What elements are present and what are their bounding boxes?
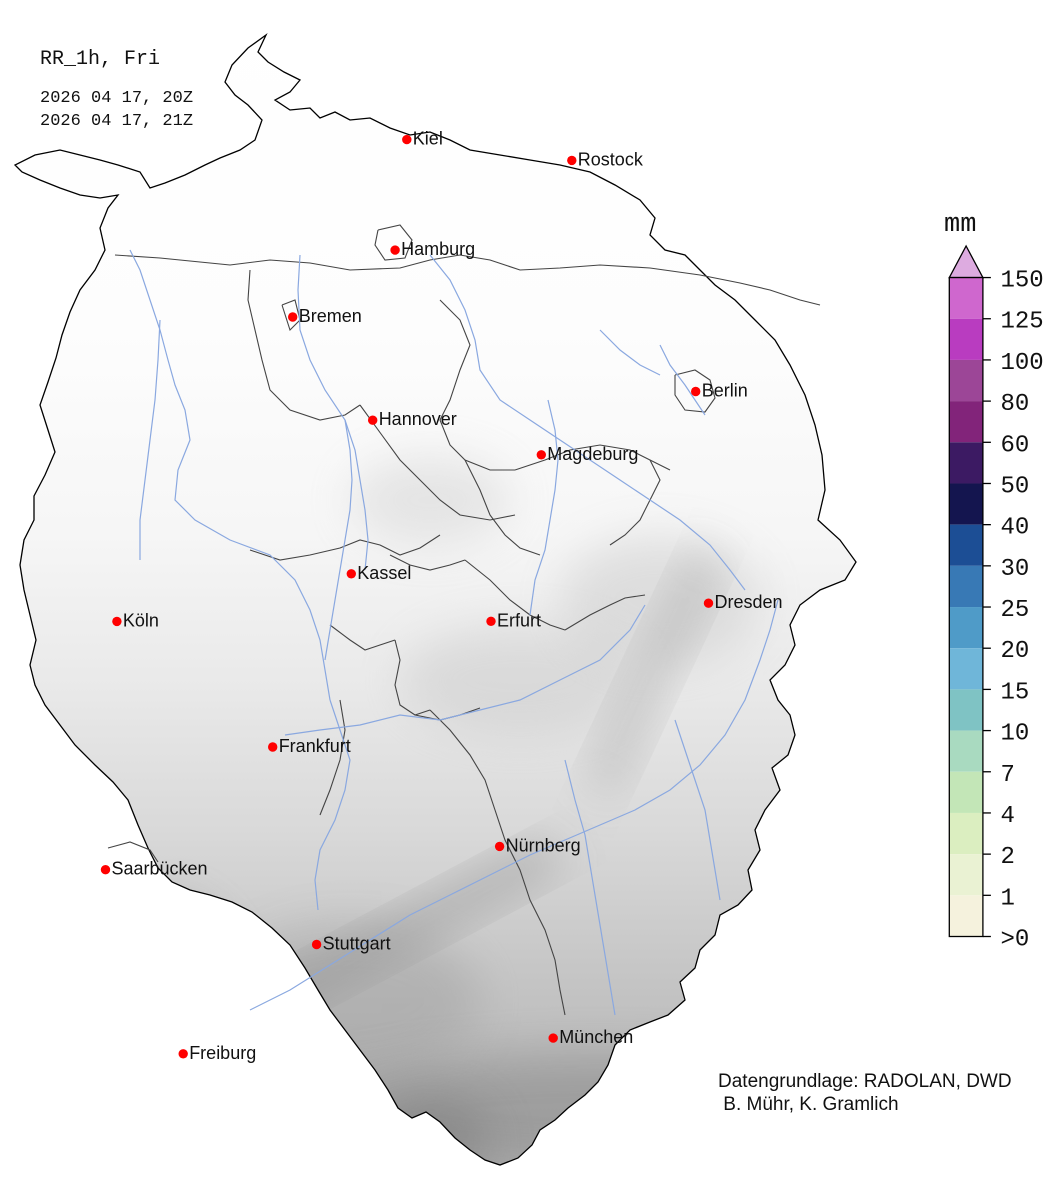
svg-text:4: 4 bbox=[1001, 803, 1015, 830]
svg-text:Kiel: Kiel bbox=[413, 129, 443, 149]
svg-text:40: 40 bbox=[1001, 515, 1030, 542]
svg-text:Stuttgart: Stuttgart bbox=[323, 934, 391, 954]
svg-text:Nürnberg: Nürnberg bbox=[506, 835, 581, 855]
svg-text:Hamburg: Hamburg bbox=[401, 239, 475, 259]
svg-text:50: 50 bbox=[1001, 473, 1030, 500]
svg-text:München: München bbox=[559, 1027, 633, 1047]
svg-text:Hannover: Hannover bbox=[379, 409, 457, 429]
svg-text:15: 15 bbox=[1001, 679, 1030, 706]
svg-text:10: 10 bbox=[1001, 721, 1030, 748]
svg-text:100: 100 bbox=[1001, 350, 1044, 377]
svg-text:Erfurt: Erfurt bbox=[497, 610, 541, 630]
svg-text:Bremen: Bremen bbox=[299, 306, 362, 326]
svg-text:25: 25 bbox=[1001, 597, 1030, 624]
svg-text:2: 2 bbox=[1001, 844, 1015, 871]
svg-text:Köln: Köln bbox=[123, 610, 159, 630]
svg-text:60: 60 bbox=[1001, 432, 1030, 459]
svg-text:1: 1 bbox=[1001, 885, 1015, 912]
svg-text:mm: mm bbox=[944, 210, 976, 240]
svg-text:30: 30 bbox=[1001, 556, 1030, 583]
svg-text:Dresden: Dresden bbox=[715, 592, 783, 612]
svg-text:150: 150 bbox=[1001, 268, 1044, 295]
svg-text:Freiburg: Freiburg bbox=[189, 1043, 256, 1063]
svg-text:20: 20 bbox=[1001, 638, 1030, 665]
svg-text:Saarbücken: Saarbücken bbox=[112, 859, 208, 879]
svg-text:125: 125 bbox=[1001, 309, 1044, 336]
svg-text:80: 80 bbox=[1001, 391, 1030, 418]
svg-text:>0: >0 bbox=[1001, 927, 1030, 954]
svg-text:7: 7 bbox=[1001, 762, 1015, 789]
svg-text:Magdeburg: Magdeburg bbox=[547, 444, 638, 464]
svg-text:Kassel: Kassel bbox=[357, 563, 411, 583]
svg-text:Frankfurt: Frankfurt bbox=[279, 736, 351, 756]
svg-text:Rostock: Rostock bbox=[578, 149, 644, 169]
svg-text:Berlin: Berlin bbox=[702, 381, 748, 401]
